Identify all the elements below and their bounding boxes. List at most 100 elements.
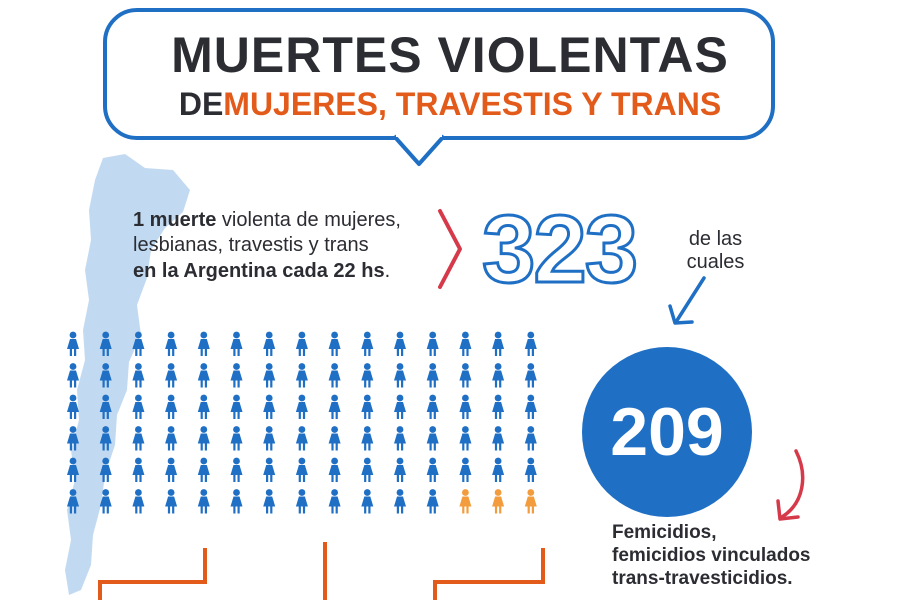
woman-figure-icon [394, 331, 406, 356]
woman-figure-icon [394, 489, 406, 514]
title-main: MUERTES VIOLENTAS [171, 27, 729, 83]
woman-figure-icon [492, 426, 505, 451]
woman-figure-icon [426, 363, 439, 388]
intro-text-2: lesbianas, travestis y trans [133, 234, 369, 257]
woman-figure-icon [361, 489, 374, 514]
woman-figure-icon [197, 457, 210, 482]
woman-figure-icon [165, 331, 178, 356]
arrow-down-left-icon [668, 276, 706, 325]
woman-figure-icon [426, 426, 439, 451]
total-deaths-number: 323 [481, 196, 640, 303]
woman-figure-icon [492, 457, 505, 482]
woman-figure-icon [328, 489, 341, 514]
woman-figure-icon [524, 426, 537, 451]
woman-figure-icon [394, 394, 406, 419]
woman-figure-icon [132, 426, 145, 451]
woman-figure-icon [295, 489, 308, 514]
woman-figure-icon [459, 426, 472, 451]
chevron-right-icon [438, 209, 462, 289]
total-caption-line2: cuales [686, 251, 745, 273]
woman-figure-icon [165, 426, 178, 451]
woman-figure-icon [394, 457, 406, 482]
woman-figure-icon [263, 426, 276, 451]
woman-figure-icon [426, 331, 439, 356]
title-subtitle-prefix: DE [178, 86, 224, 122]
woman-figure-icon [197, 331, 210, 356]
woman-figure-icon [524, 331, 537, 356]
woman-figure-icon [492, 489, 505, 514]
woman-figure-icon [230, 331, 243, 356]
woman-figure-icon [230, 489, 243, 514]
femicides-line-1: Femicidios, [612, 522, 717, 543]
total-caption: de las cuales [668, 228, 763, 274]
curved-arrow-icon [776, 449, 805, 521]
intro-text: 1 muerte violenta de mujeres, lesbianas,… [133, 208, 453, 284]
woman-figure-icon [328, 394, 341, 419]
intro-text-3: . [384, 259, 391, 282]
woman-figure-icon [394, 426, 406, 451]
woman-figure-icon [99, 363, 112, 388]
woman-figure-icon [67, 489, 79, 514]
woman-figure-icon [99, 489, 112, 514]
woman-figure-icon [197, 363, 210, 388]
woman-figure-icon [426, 457, 439, 482]
woman-figure-icon [132, 489, 145, 514]
title-subtitle-highlight: MUJERES, TRAVESTIS Y TRANS [223, 86, 722, 122]
woman-figure-icon [230, 426, 243, 451]
woman-figure-icon [328, 363, 341, 388]
woman-figure-icon [263, 489, 276, 514]
woman-figure-icon [459, 331, 472, 356]
femicides-line-2: femicidios vinculados [612, 544, 811, 566]
woman-figure-icon [99, 457, 112, 482]
woman-figure-icon [230, 363, 243, 388]
woman-figure-icon [165, 457, 178, 482]
woman-figure-icon [295, 457, 308, 482]
woman-figure-icon [361, 394, 374, 419]
woman-figure-icon [328, 331, 341, 356]
woman-figure-icon [67, 457, 79, 482]
woman-figure-icon [361, 457, 374, 482]
woman-figure-icon [165, 394, 178, 419]
argentina-map-icon [65, 154, 190, 595]
woman-figure-icon [426, 394, 439, 419]
woman-figure-icon [459, 394, 472, 419]
woman-figure-icon [99, 394, 112, 419]
total-caption-line1: de las [688, 228, 743, 250]
woman-figure-icon [295, 363, 308, 388]
woman-figure-icon [426, 489, 439, 514]
title-speech-bubble [103, 8, 775, 140]
woman-figure-icon [524, 457, 537, 482]
woman-figure-icon [132, 363, 145, 388]
woman-figure-icon [328, 426, 341, 451]
intro-bold-2: en la Argentina cada 22 hs [133, 259, 385, 282]
woman-figure-icon [524, 489, 537, 514]
woman-figure-icon [99, 331, 112, 356]
woman-figure-icon [492, 331, 505, 356]
intro-bold-1: 1 muerte [133, 209, 217, 231]
woman-figure-icon [459, 489, 472, 514]
woman-figure-icon [67, 394, 79, 419]
woman-figure-icon [165, 489, 178, 514]
woman-figure-icon [197, 489, 210, 514]
bottom-brackets [98, 542, 545, 600]
woman-figure-icon [524, 363, 537, 388]
woman-figure-icon [263, 394, 276, 419]
woman-figure-icon [132, 394, 145, 419]
woman-figure-icon [394, 363, 406, 388]
woman-figure-icon [263, 363, 276, 388]
femicides-description: Femicidios, femicidios vinculados trans-… [612, 522, 892, 590]
woman-figures-grid [67, 331, 537, 514]
woman-figure-icon [492, 363, 505, 388]
femicides-number: 209 [610, 394, 724, 470]
woman-figure-icon [67, 331, 79, 356]
woman-figure-icon [230, 394, 243, 419]
woman-figure-icon [459, 363, 472, 388]
woman-figure-icon [328, 457, 341, 482]
woman-figure-icon [295, 394, 308, 419]
woman-figure-icon [197, 426, 210, 451]
woman-figure-icon [230, 457, 243, 482]
woman-figure-icon [263, 331, 276, 356]
woman-figure-icon [361, 363, 374, 388]
woman-figure-icon [295, 331, 308, 356]
